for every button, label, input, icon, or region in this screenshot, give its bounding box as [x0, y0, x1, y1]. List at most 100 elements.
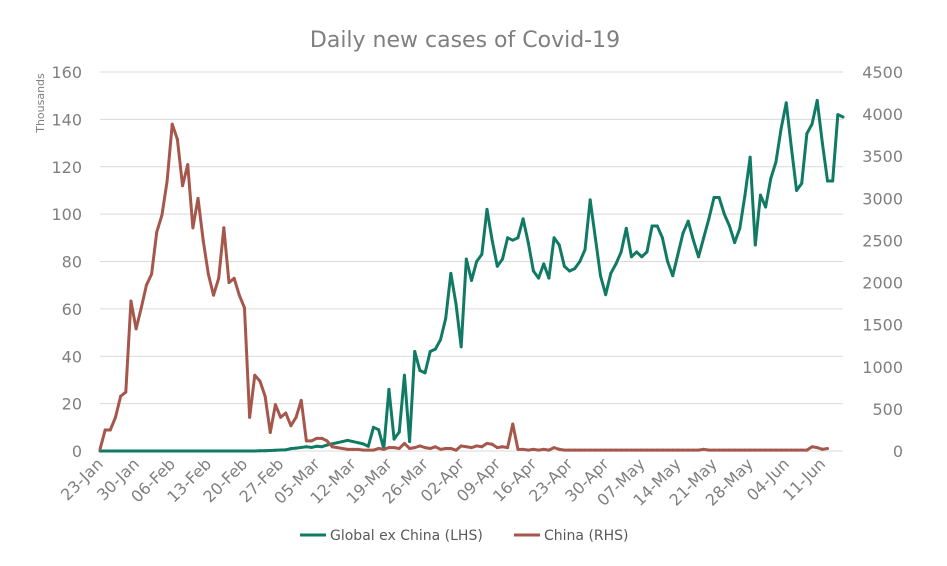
series-segment [769, 160, 778, 181]
series-segment [144, 272, 154, 287]
series-segment [707, 196, 716, 221]
right-tick-label: 4000 [862, 105, 903, 124]
series-segment [490, 238, 499, 268]
series-segment [113, 394, 123, 419]
series-segment [165, 122, 174, 183]
series-segment [289, 415, 298, 428]
series-segment [98, 428, 107, 451]
series-segment [206, 272, 216, 297]
series-segment [805, 122, 814, 136]
series-segment [134, 306, 143, 331]
series-segment [598, 274, 608, 297]
series-segment [423, 350, 432, 375]
series-china [98, 122, 830, 452]
series-segment [614, 250, 623, 266]
right-tick-label: 500 [872, 400, 903, 419]
right-tick-label: 0 [893, 442, 903, 461]
series-segment [459, 257, 468, 349]
series-segment [170, 122, 179, 141]
series-segment [516, 217, 525, 240]
series-segment [717, 196, 726, 216]
series-segment [722, 212, 731, 228]
series-segment [439, 316, 448, 342]
series-segment [470, 260, 479, 282]
series-segment [485, 207, 494, 242]
series-segment [660, 236, 670, 263]
series-segment [108, 415, 117, 432]
series-segment [831, 113, 840, 183]
series-segment [820, 446, 830, 451]
series-segment [413, 350, 422, 372]
series-segment [609, 262, 618, 275]
left-tick-label: 140 [51, 110, 82, 129]
series-segment [800, 132, 809, 185]
left-axis: 0 20 40 60 80 100 120 140 160 [51, 63, 82, 461]
left-tick-label: 120 [51, 158, 82, 177]
series-segment [506, 422, 515, 450]
right-axis: 0 500 1000 1500 2000 2500 3000 3500 4000 4500 [862, 63, 903, 461]
left-tick-label: 40 [62, 347, 82, 366]
series-segment [748, 155, 757, 247]
left-tick-label: 80 [62, 253, 82, 272]
series-segment [139, 283, 148, 310]
series-segment [124, 299, 133, 394]
series-segment [702, 217, 711, 240]
left-tick-label: 160 [51, 63, 82, 82]
series-segment [784, 101, 793, 150]
series-segment [836, 113, 845, 119]
series-segment [671, 252, 680, 278]
series-segment [268, 403, 277, 434]
left-tick-label: 0 [72, 442, 82, 461]
right-tick-label: 2500 [862, 231, 903, 250]
x-axis: 23-Jan30-Jan06-Feb13-Feb20-Feb27-Feb05-M… [57, 454, 829, 510]
series-segment [691, 238, 701, 259]
series-segment [201, 238, 210, 276]
series-segment [583, 198, 592, 252]
series-segment [212, 276, 221, 297]
series-segment [604, 271, 613, 297]
series-segment [593, 236, 602, 278]
series-segment [697, 236, 706, 259]
gridlines [100, 71, 843, 452]
y-unit-label: Thousands [34, 73, 47, 134]
series-segment [397, 373, 406, 434]
series-segment [222, 226, 231, 285]
series-segment [284, 411, 293, 428]
series-segment [588, 198, 597, 240]
series-segment [753, 193, 762, 247]
series-segment [155, 213, 164, 234]
series-segment [366, 425, 375, 448]
series-segment [764, 177, 773, 209]
series-global-ex-china [98, 98, 845, 453]
right-tick-label: 4500 [862, 63, 903, 82]
series-segment [624, 226, 633, 259]
series-segment [258, 379, 267, 398]
series-segment [186, 163, 195, 230]
series-segment [727, 224, 737, 245]
series-segment [480, 207, 489, 256]
series-segment [526, 241, 535, 273]
right-tick-label: 2000 [862, 274, 903, 293]
series-segment [537, 262, 546, 280]
series-segment [578, 248, 587, 263]
series-segment [521, 217, 530, 245]
series-segment [160, 179, 169, 217]
series-segment [387, 387, 396, 441]
series-segment [557, 243, 566, 268]
right-tick-label: 1000 [862, 358, 903, 377]
series-segment [217, 226, 226, 280]
left-tick-label: 100 [51, 205, 82, 224]
series-segment [464, 257, 473, 282]
series-segment [774, 127, 783, 164]
series-segment [433, 338, 443, 351]
series-segment [619, 226, 628, 254]
series-segment [733, 226, 742, 245]
series-segment [815, 98, 824, 145]
series-segment [408, 350, 417, 444]
series-segment [129, 299, 138, 331]
series-lines [98, 98, 845, 453]
series-segment [547, 236, 556, 280]
series-segment [738, 193, 747, 230]
series-segment [444, 271, 453, 320]
